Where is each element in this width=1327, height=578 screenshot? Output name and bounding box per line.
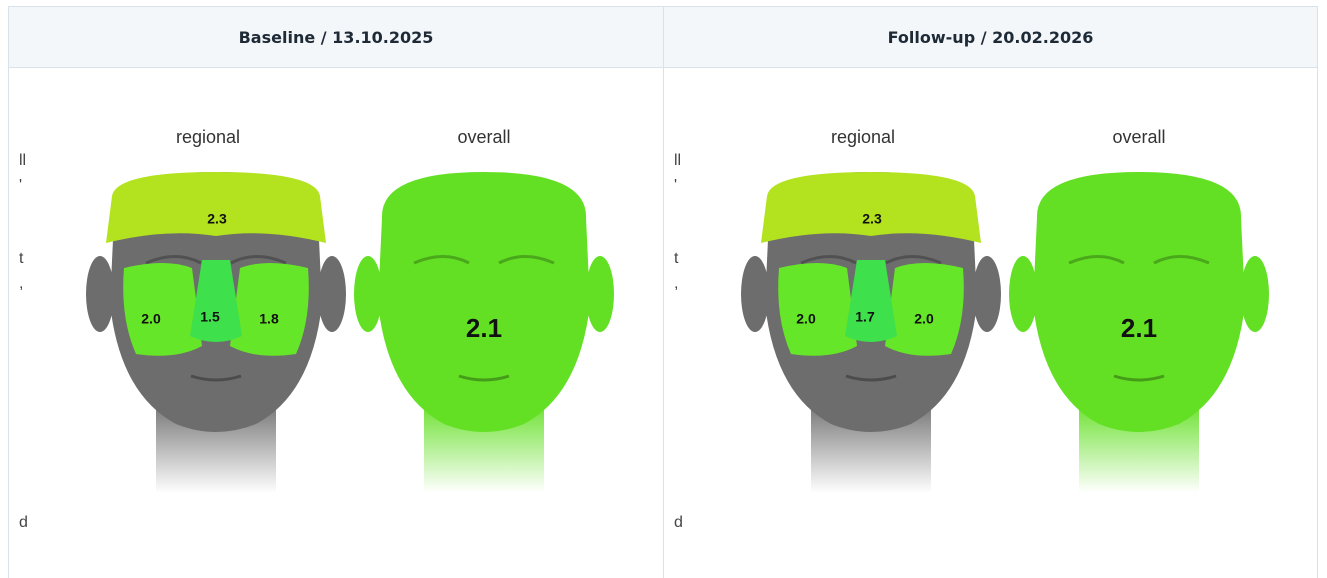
overall-score: 2.1 <box>466 313 502 343</box>
region-score: 1.8 <box>259 311 279 327</box>
text-fragment: , <box>19 275 23 292</box>
comparison-table: Baseline / 13.10.2025 regional overall ll '… <box>8 6 1318 578</box>
brow <box>413 255 555 265</box>
text-fragment: ' <box>674 177 677 194</box>
ear <box>586 256 614 332</box>
head <box>378 172 590 432</box>
text-fragment: d <box>19 514 28 531</box>
text-fragment: ' <box>19 177 22 194</box>
column-header: Baseline / 13.10.2025 <box>9 7 663 68</box>
region-score: 2.3 <box>862 211 882 227</box>
ear <box>741 256 769 332</box>
region-score: 1.7 <box>855 309 875 325</box>
column: Follow-up / 20.02.2026 regional overall ll… <box>663 7 1317 578</box>
view-label: overall <box>1112 127 1165 147</box>
text-fragment: , <box>674 275 678 292</box>
head <box>1033 172 1245 432</box>
regional-face: 2.3 2.0 1.7 2.0 <box>741 172 1001 493</box>
overall-face: 2.1 <box>354 172 614 493</box>
view-label: overall <box>457 127 510 147</box>
brow <box>800 255 942 265</box>
zone <box>106 172 326 243</box>
zone <box>885 263 964 356</box>
region-score: 2.0 <box>141 311 161 327</box>
column-header: Follow-up / 20.02.2026 <box>664 7 1317 68</box>
text-fragment: t <box>19 250 24 267</box>
mouth <box>1113 374 1165 382</box>
ear <box>318 256 346 332</box>
text-fragment: ll <box>674 152 681 169</box>
view-label: regional <box>176 127 240 147</box>
zone <box>845 260 897 342</box>
zone <box>778 263 857 356</box>
overall-face: 2.1 <box>1009 172 1269 493</box>
mouth <box>190 374 242 382</box>
ear <box>1009 256 1037 332</box>
brow <box>145 255 287 265</box>
mouth <box>845 374 897 382</box>
ear <box>973 256 1001 332</box>
face-panel: regional overall ll ' t, d 2.3 2.0 1.7 2.0 2.1 <box>674 127 1269 531</box>
regional-face: 2.3 2.0 1.5 1.8 <box>86 172 346 493</box>
region-score: 1.5 <box>200 309 220 325</box>
brow <box>1068 255 1210 265</box>
zone <box>190 260 242 342</box>
ear <box>1241 256 1269 332</box>
text-fragment: ll <box>19 152 26 169</box>
column: Baseline / 13.10.2025 regional overall ll '… <box>9 7 663 578</box>
ear <box>354 256 382 332</box>
zone <box>761 172 981 243</box>
view-label: regional <box>831 127 895 147</box>
overall-score: 2.1 <box>1121 313 1157 343</box>
zone <box>123 263 202 356</box>
text-fragment: d <box>674 514 683 531</box>
region-score: 2.0 <box>914 311 934 327</box>
mouth <box>458 374 510 382</box>
region-score: 2.0 <box>796 311 816 327</box>
ear <box>86 256 114 332</box>
region-score: 2.3 <box>207 211 227 227</box>
text-fragment: t <box>674 250 679 267</box>
zone <box>230 263 309 356</box>
face-panel: regional overall ll ' t, d 2.3 2.0 1.5 1.8 2.1 <box>19 127 614 531</box>
